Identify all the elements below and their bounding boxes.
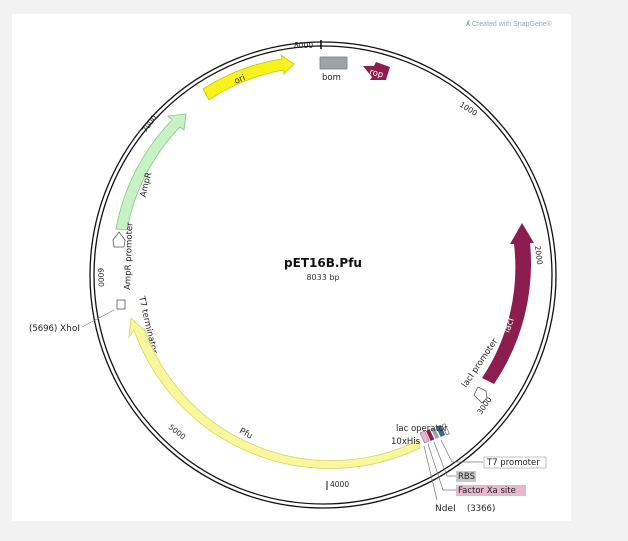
factor-xa-leader <box>427 443 456 491</box>
tick-label-4000: 4000 <box>330 480 349 489</box>
t7-promoter-block[interactable] <box>441 423 450 436</box>
lac-operator-block[interactable] <box>436 424 446 437</box>
tick-label-5000: 5000 <box>167 422 188 441</box>
credit-text: Created with SnapGene® <box>471 21 552 28</box>
rbs-leader <box>433 441 456 477</box>
backbone-inner-circle <box>93 45 553 505</box>
tick-label-2000: 2000 <box>533 245 544 265</box>
t7-promoter-label: T7 promoter <box>486 458 540 468</box>
t7-terminator-box[interactable] <box>116 299 126 310</box>
lac-operator-label: lac operator <box>396 424 448 434</box>
t7-promoter-tag <box>483 456 547 469</box>
factor-xa-tag <box>456 485 526 496</box>
rbs-block[interactable] <box>431 427 440 439</box>
ori-feature-arrow[interactable] <box>202 54 295 101</box>
ndei-position: (3366) <box>467 504 495 514</box>
rbs-tag <box>456 471 476 482</box>
plasmid-size: 8033 bp <box>306 273 339 282</box>
factor-xa-block[interactable] <box>426 429 435 441</box>
map-panel <box>12 14 571 521</box>
tick-label-6000: 6000 <box>96 268 106 288</box>
factor-xa-label: Factor Xa site <box>458 486 516 496</box>
rop-feature-arrow[interactable] <box>363 62 390 80</box>
ndei-leader <box>423 445 438 501</box>
xhoi-site-label[interactable]: XhoI <box>60 324 80 334</box>
laci-label: lacI <box>502 317 516 334</box>
ampr-promoter-arrow[interactable] <box>112 231 126 248</box>
ori-label: ori <box>233 73 247 87</box>
bom-label: bom <box>322 73 341 83</box>
tick-label-8000: 8000 <box>294 41 313 50</box>
bom-feature-box[interactable] <box>319 56 348 70</box>
xhoi-leader <box>81 309 115 328</box>
rop-label: rop <box>368 67 384 80</box>
tick-label-7000: 7000 <box>140 113 158 134</box>
snapgene-credit: ʎ Created with SnapGene® <box>466 21 552 28</box>
laci-promoter-arrow[interactable] <box>473 386 488 404</box>
his-tag-block[interactable] <box>419 430 430 444</box>
rbs-label: RBS <box>458 472 475 482</box>
backbone-outer-circle <box>89 41 557 509</box>
ndei-site-label[interactable]: NdeI <box>435 504 456 514</box>
snapgene-logo-icon: ʎ <box>466 21 470 28</box>
laci-feature-arrow[interactable] <box>482 223 534 384</box>
tick-label-1000: 1000 <box>458 100 479 118</box>
pfu-feature-arrow[interactable] <box>128 317 421 469</box>
plasmid-name: pET16B.Pfu <box>284 256 362 270</box>
xhoi-position: (5696) <box>29 324 57 334</box>
ampr-promoter-label: AmpR promoter <box>123 222 135 290</box>
ampr-feature-arrow[interactable] <box>115 113 187 231</box>
his-tag-label: 10xHis <box>391 437 421 447</box>
t7-promoter-leader <box>440 439 483 463</box>
